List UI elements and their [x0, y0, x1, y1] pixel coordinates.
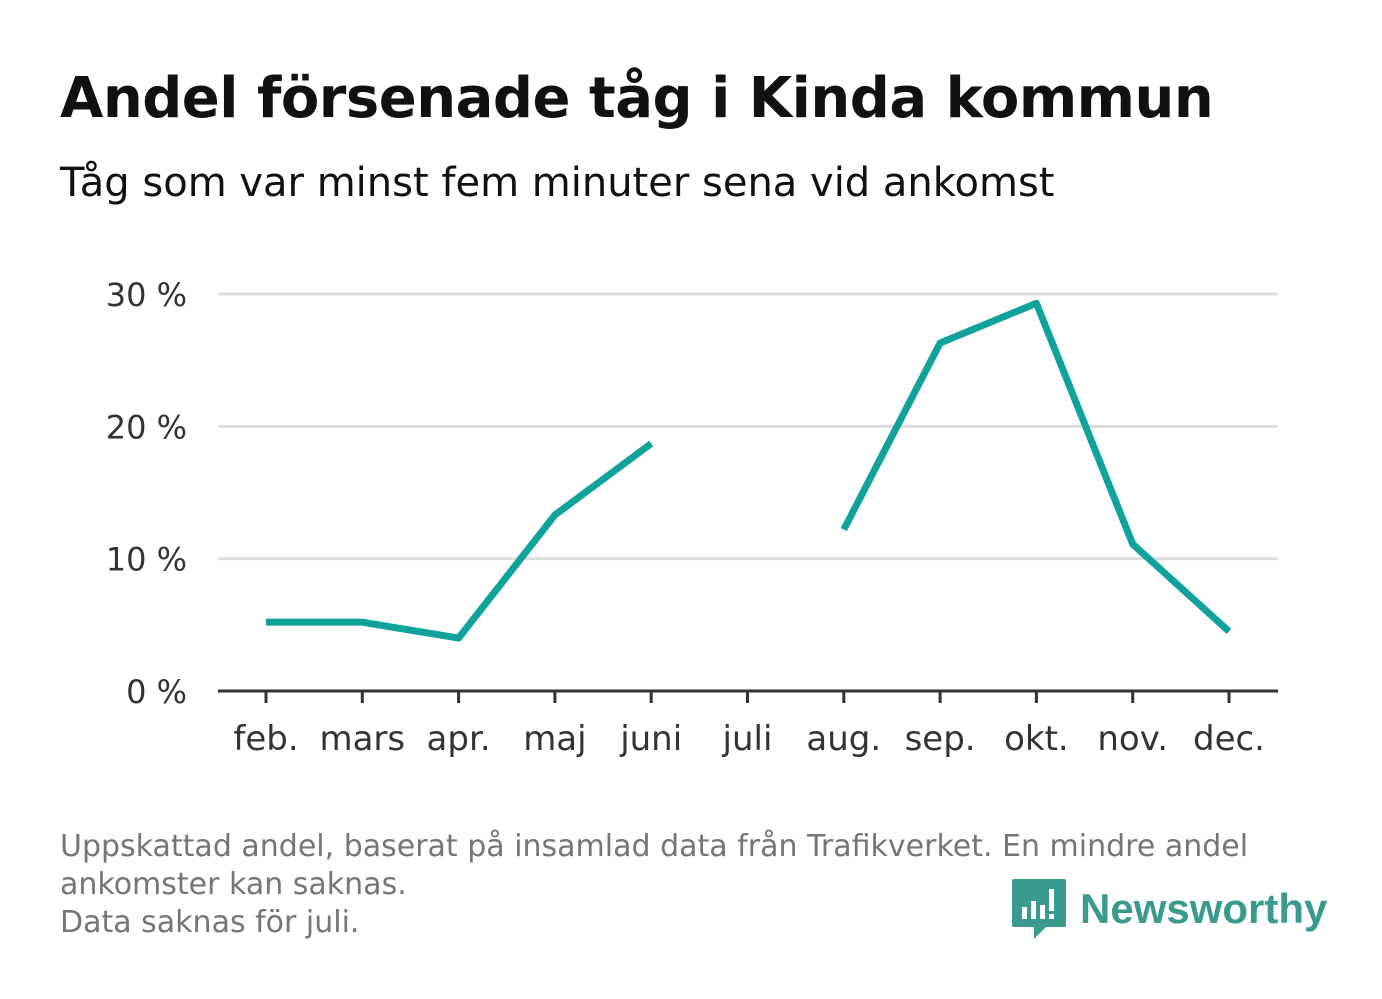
x-tick-label: okt.: [1004, 719, 1069, 759]
series-line-segment: [840, 299, 1232, 635]
gridlines: [218, 292, 1278, 561]
brand-name: Newsworthy: [1080, 885, 1328, 932]
chart-subtitle: Tåg som var minst fem minuter sena vid a…: [60, 160, 1055, 206]
x-tick-label: apr.: [427, 719, 491, 759]
x-axis: [218, 689, 1278, 703]
y-tick-label: 10 %: [106, 541, 187, 579]
x-tick-label: maj: [523, 719, 586, 759]
series-line-segment: [266, 440, 654, 642]
x-tick-label: aug.: [806, 719, 881, 759]
footnote-line: Data saknas för juli.: [60, 905, 360, 940]
x-tick-label: dec.: [1193, 719, 1265, 759]
y-axis-tick-labels: 0 % 10 % 20 % 30 %: [106, 276, 187, 711]
x-tick-label: sep.: [905, 719, 976, 759]
footnote-line: Uppskattad andel, baserat på insamlad da…: [60, 829, 1249, 864]
y-tick-label: 0 %: [126, 673, 187, 711]
footnote: Uppskattad andel, baserat på insamlad da…: [60, 828, 1320, 942]
x-tick-label: juni: [619, 719, 682, 759]
x-tick-label: nov.: [1097, 719, 1168, 759]
y-tick-label: 30 %: [106, 276, 187, 314]
y-tick-label: 20 %: [106, 408, 187, 446]
x-tick-label: juli: [722, 719, 773, 759]
chart-title: Andel försenade tåg i Kinda kommun: [60, 66, 1214, 131]
series-lines: [266, 299, 1232, 642]
newsworthy-logo-icon: [1012, 879, 1066, 939]
x-tick-label: mars: [319, 719, 405, 759]
x-tick-label: feb.: [233, 719, 298, 759]
brand-logo: Newsworthy: [1010, 876, 1327, 942]
x-axis-tick-labels: feb. mars apr. maj juni juli aug. sep. okt. nov. d…: [233, 719, 1265, 759]
footnote-line: ankomster kan saknas.: [60, 867, 407, 902]
